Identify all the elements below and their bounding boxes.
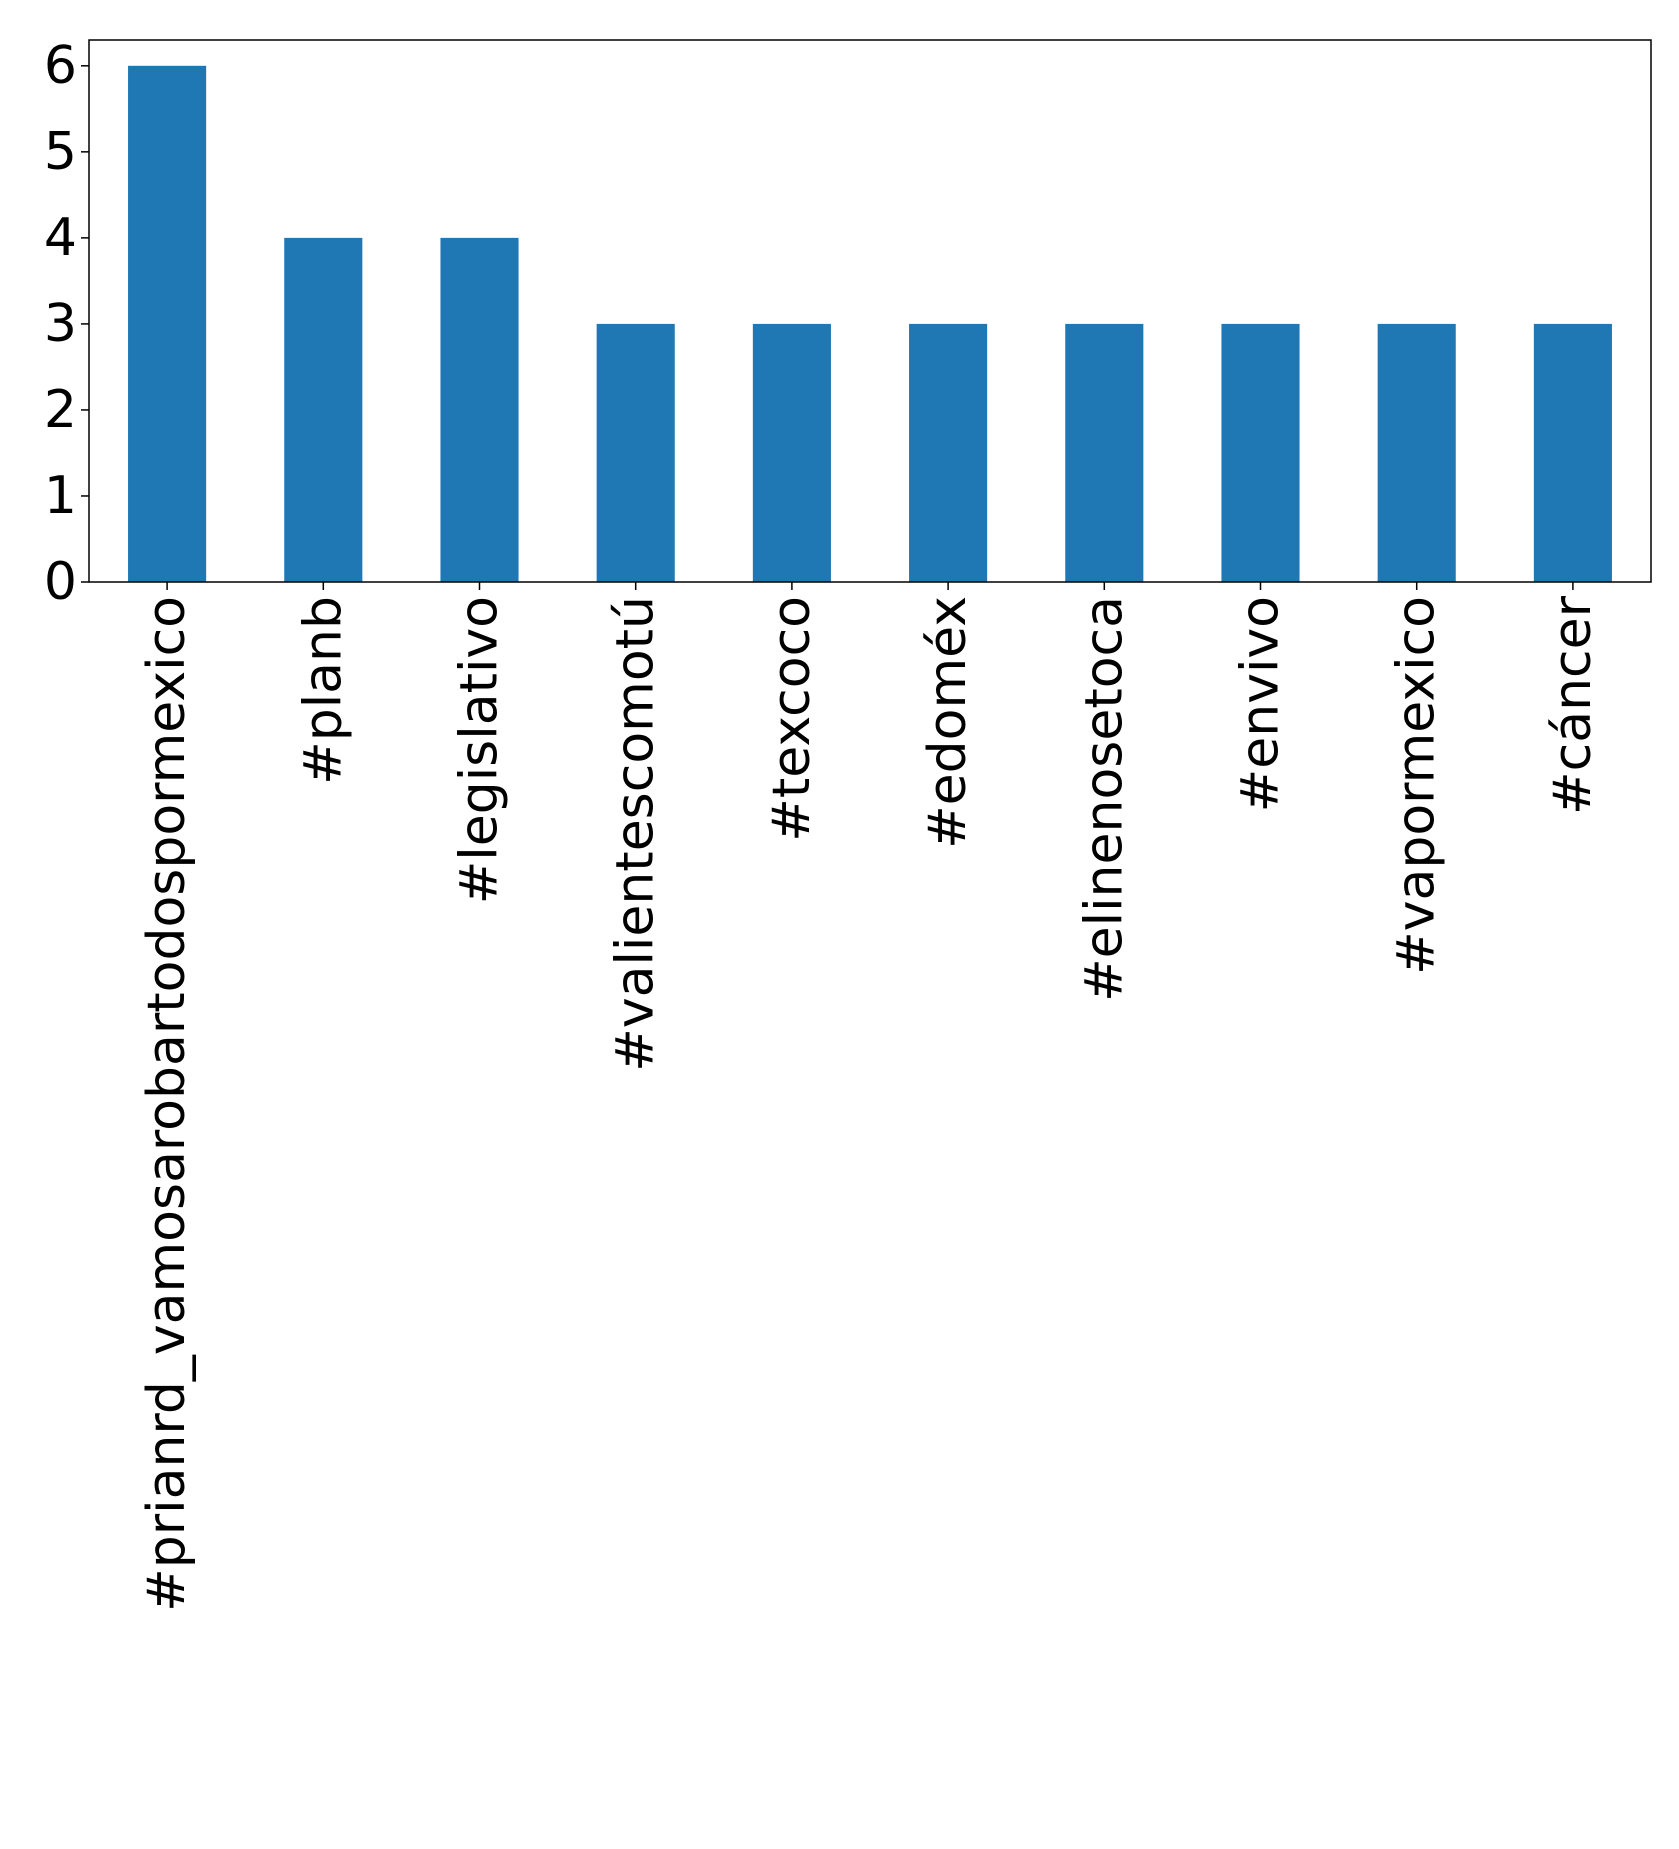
y-tick-label-2: 2 [44, 380, 77, 440]
bar-8 [1377, 323, 1456, 582]
y-axis: 0 1 2 3 4 5 6 [44, 36, 89, 612]
bar-5 [909, 323, 988, 582]
y-tick-label-0: 0 [44, 552, 77, 612]
bars-group [128, 65, 1612, 583]
x-tick-label-4: #texcoco [762, 596, 822, 842]
bar-0 [128, 65, 207, 583]
x-tick-label-6: #elinenosetoca [1074, 596, 1134, 1002]
bar-9 [1533, 323, 1612, 582]
bar-7 [1221, 323, 1300, 582]
x-tick-label-3: #valientescomotú [606, 596, 666, 1072]
bar-2 [440, 237, 519, 582]
y-tick-label-1: 1 [44, 466, 77, 526]
y-tick-label-6: 6 [44, 36, 77, 96]
bar-1 [284, 237, 363, 582]
x-tick-label-0: #prianrd_vamosarobartodospormexico [137, 596, 197, 1612]
x-tick-label-2: #legislativo [450, 596, 510, 904]
y-tick-label-5: 5 [44, 122, 77, 182]
bar-3 [596, 323, 675, 582]
x-tick-label-1: #planb [293, 596, 353, 785]
plot-frame [88, 39, 1652, 583]
y-tick-label-4: 4 [44, 208, 77, 268]
x-axis: #prianrd_vamosarobartodospormexico #planb… [137, 582, 1603, 1612]
bar-4 [752, 323, 831, 582]
x-tick-label-5: #edoméx [918, 596, 978, 849]
x-tick-label-8: #vapormexico [1387, 596, 1447, 975]
bar-6 [1065, 323, 1144, 582]
y-tick-label-3: 3 [44, 294, 77, 354]
x-tick-label-9: #cáncer [1543, 595, 1603, 815]
x-tick-label-7: #envivo [1231, 596, 1291, 812]
